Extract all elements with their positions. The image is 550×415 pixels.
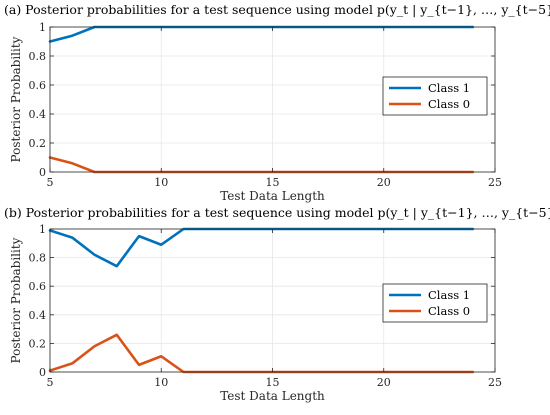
x-tick-label: 15 bbox=[266, 376, 280, 389]
x-tick-label: 20 bbox=[377, 176, 391, 189]
x-tick-label: 25 bbox=[488, 376, 502, 389]
x-tick-label: 5 bbox=[47, 376, 54, 389]
legend-label: Class 0 bbox=[428, 304, 470, 318]
y-tick-label: 0.2 bbox=[29, 337, 47, 350]
legend-box bbox=[382, 76, 488, 116]
legend-label: Class 1 bbox=[428, 288, 470, 302]
y-tick-label: 0.4 bbox=[29, 309, 47, 322]
legend-label: Class 0 bbox=[428, 97, 470, 111]
y-tick-label: 0 bbox=[39, 166, 46, 179]
x-tick-label: 20 bbox=[377, 376, 391, 389]
y-tick-label: 0.4 bbox=[29, 108, 47, 121]
x-axis-label: Test Data Length bbox=[220, 189, 325, 203]
chart-title: (a) Posterior probabilities for a test s… bbox=[4, 2, 550, 17]
x-axis-label: Test Data Length bbox=[220, 389, 325, 403]
y-tick-label: 0 bbox=[39, 366, 46, 379]
legend: Class 1 Class 0 bbox=[382, 76, 488, 116]
x-tick-label: 10 bbox=[154, 376, 168, 389]
y-tick-label: 0.6 bbox=[29, 280, 47, 293]
chart-b: 5 10 15 20 25 0 0.2 0.4 0.6 0.8 1 Test Data Length P… bbox=[4, 205, 550, 403]
x-tick-label: 5 bbox=[47, 176, 54, 189]
legend: Class 1 Class 0 bbox=[382, 283, 488, 323]
y-tick-label: 0.8 bbox=[29, 252, 47, 265]
x-tick-label: 10 bbox=[154, 176, 168, 189]
legend-box bbox=[382, 283, 488, 323]
legend-label: Class 1 bbox=[428, 81, 470, 95]
chart-a: 5 10 15 20 25 0 0.2 0.4 0.6 0.8 1 Test Data Length P… bbox=[4, 2, 550, 203]
y-axis-label: Posterior Probability bbox=[9, 237, 23, 363]
y-tick-label: 1 bbox=[39, 21, 46, 34]
y-tick-label: 0.6 bbox=[29, 79, 47, 92]
chart-title: (b) Posterior probabilities for a test s… bbox=[4, 205, 550, 220]
y-tick-label: 0.8 bbox=[29, 50, 47, 63]
y-axis-label: Posterior Probability bbox=[9, 36, 23, 162]
x-tick-label: 25 bbox=[488, 176, 502, 189]
y-tick-label: 0.2 bbox=[29, 137, 47, 150]
y-tick-label: 1 bbox=[39, 223, 46, 236]
x-tick-label: 15 bbox=[266, 176, 280, 189]
